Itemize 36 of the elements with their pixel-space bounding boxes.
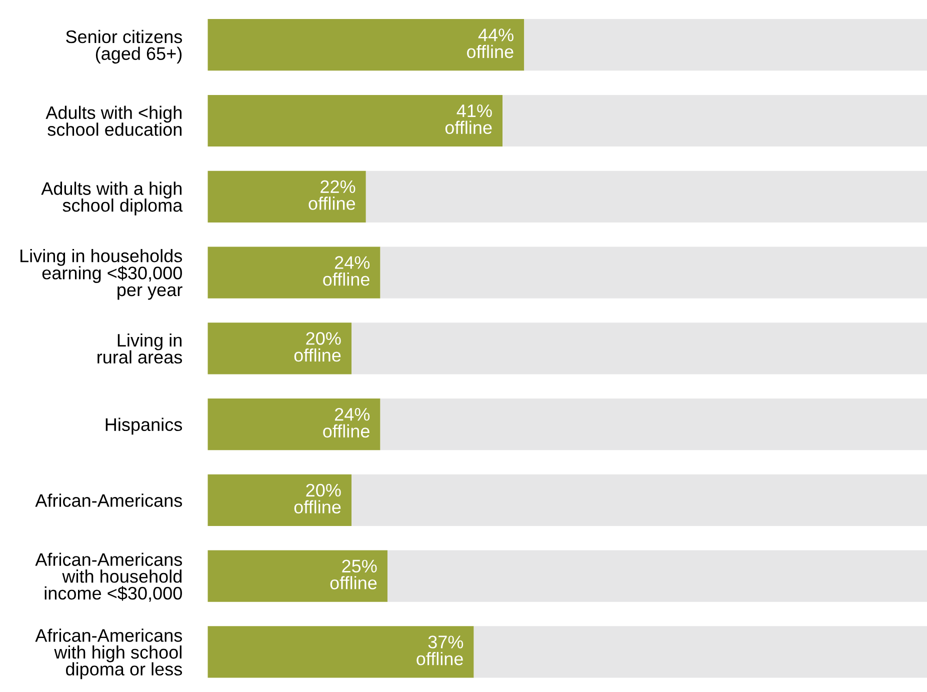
bar: [524, 19, 927, 71]
data-label: 25% offline: [330, 560, 377, 590]
bar: [366, 170, 927, 222]
data-label: 20% offline: [294, 332, 341, 362]
y-tick-label: African-Americans with household income <$30,000: [35, 552, 182, 602]
bar: [380, 398, 927, 450]
data-label: 44% offline: [466, 28, 514, 58]
y-tick-label: Hispanics: [106, 418, 182, 435]
bar: [208, 246, 380, 298]
data-label: 37% offline: [416, 636, 464, 666]
bar: [208, 19, 524, 71]
y-tick-label: Living in rural areas: [98, 333, 182, 364]
bar: [208, 474, 352, 526]
data-label: 41% offline: [445, 104, 492, 134]
data-label: 24% offline: [323, 256, 370, 286]
bar: [208, 170, 366, 222]
bar: [502, 94, 927, 147]
bar: [352, 474, 927, 526]
bar: [352, 322, 927, 374]
y-tick-label: Adults with <high school education: [46, 106, 182, 136]
y-tick-label: African-Americans with high school dipoma or less: [35, 628, 182, 680]
data-label: 22% offline: [308, 180, 356, 210]
bar: [208, 626, 474, 678]
bar: [387, 550, 927, 602]
bar: [208, 398, 380, 450]
data-label: 20% offline: [294, 484, 341, 514]
y-tick-label: Senior citizens (aged 65+): [66, 30, 182, 64]
y-tick-label: African-Americans: [35, 494, 182, 507]
bar: [474, 626, 927, 678]
data-label: 24% offline: [323, 408, 370, 438]
y-tick-label: Adults with a high school diploma: [41, 182, 183, 216]
bar: [208, 322, 352, 374]
bar: [208, 94, 503, 147]
y-tick-label: Living in households earning <$30,000 per year: [20, 249, 182, 300]
bar: [380, 246, 927, 298]
bar: [208, 550, 388, 602]
